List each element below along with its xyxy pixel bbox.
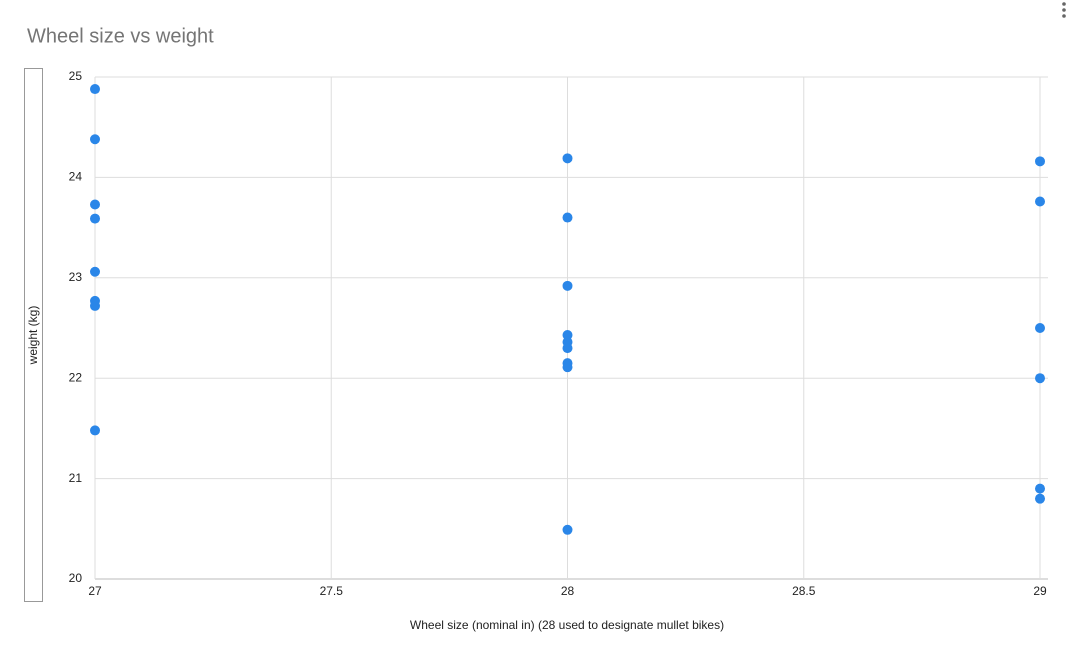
point xyxy=(1035,373,1045,384)
point xyxy=(1035,493,1045,504)
point xyxy=(1035,483,1045,494)
point xyxy=(1035,156,1045,167)
menu-icon[interactable] xyxy=(1062,2,1066,18)
point xyxy=(562,524,573,535)
point xyxy=(90,266,100,277)
point xyxy=(562,362,573,373)
menu-dot[interactable] xyxy=(1062,2,1066,6)
point xyxy=(90,84,100,95)
point xyxy=(90,199,100,210)
point xyxy=(1035,196,1045,207)
x-tick-label: 28.5 xyxy=(792,584,816,598)
menu-dot[interactable] xyxy=(1062,8,1066,12)
x-axis-label: Wheel size (nominal in) (28 used to desi… xyxy=(410,618,724,632)
y-tick-label: 25 xyxy=(69,69,83,83)
x-tick-label: 27 xyxy=(88,584,102,598)
menu-dot[interactable] xyxy=(1062,14,1066,18)
point xyxy=(90,213,100,224)
y-axis-label: weight (kg) xyxy=(26,306,40,366)
point xyxy=(562,343,573,354)
x-tick-label: 27.5 xyxy=(320,584,344,598)
x-tick-label: 28 xyxy=(561,584,575,598)
y-tick-label: 21 xyxy=(69,471,83,485)
point xyxy=(562,212,573,223)
point xyxy=(90,300,100,311)
y-tick-label: 20 xyxy=(69,571,83,585)
point xyxy=(1035,323,1045,333)
point xyxy=(90,134,100,145)
x-tick-label: 29 xyxy=(1033,584,1047,598)
y-tick-label: 24 xyxy=(69,170,83,184)
chart-title: Wheel size vs weight xyxy=(27,25,214,47)
point xyxy=(90,425,100,436)
y-tick-label: 22 xyxy=(69,370,83,384)
point xyxy=(562,280,573,291)
y-label-box xyxy=(24,68,43,602)
y-tick-label: 23 xyxy=(69,270,83,284)
point xyxy=(562,330,573,341)
point xyxy=(562,153,573,164)
